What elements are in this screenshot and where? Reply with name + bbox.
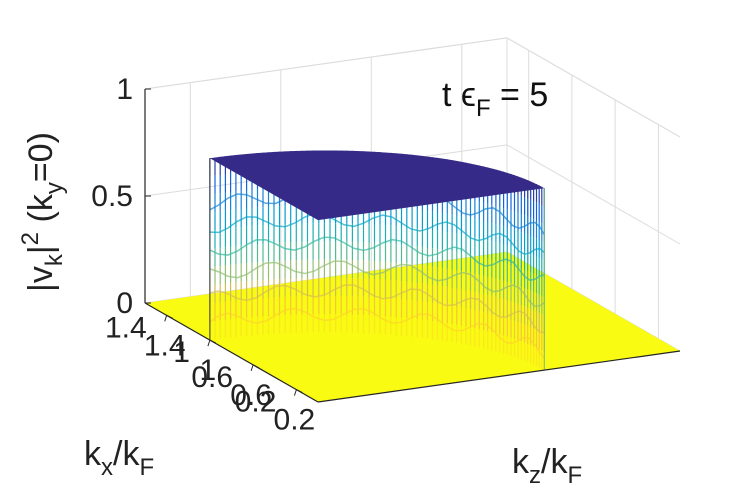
wall-ring [209, 284, 545, 334]
x-axis-label: kx/kF [84, 435, 154, 481]
x-tick-mark [252, 364, 260, 369]
y-tick-label: 1.4 [144, 329, 186, 362]
y-tick-mark [207, 339, 211, 347]
x-tick-label: 0.6 [191, 361, 233, 394]
axes [144, 88, 681, 403]
y-tick-mark [250, 364, 254, 372]
grid-line [506, 37, 681, 138]
tick-labels: 0.20.611.40.20.611.400.51 [91, 73, 315, 437]
grid-line [144, 37, 508, 90]
wall-ring [209, 307, 545, 359]
surface-top [209, 150, 545, 371]
wall-ring [209, 236, 545, 282]
z-tick-label: 1 [116, 73, 133, 106]
z-tick-label: 0.5 [91, 180, 133, 213]
grid-line [506, 144, 681, 245]
y-tick-mark [164, 315, 168, 322]
z-axis-label: |vk|2 (ky=0) [17, 132, 68, 292]
y-tick-label: 0.6 [230, 379, 272, 412]
plateau-top [209, 150, 545, 221]
wall-ring [209, 260, 545, 308]
y-tick-label: 1 [200, 354, 217, 387]
x-tick-label: 0.2 [235, 386, 277, 419]
x-tick-mark [209, 339, 217, 344]
y-axis-label: kz/kF [512, 443, 582, 489]
y-axis-line [317, 350, 681, 403]
annotation: t ϵF = 5 [442, 76, 548, 122]
x-tick-label: 1 [173, 336, 190, 369]
z-tick-label: 0 [116, 287, 133, 320]
x-tick-label: 1.4 [105, 311, 147, 344]
x-tick-mark [296, 389, 303, 394]
y-tick-mark [293, 389, 297, 396]
x-tick-mark [166, 314, 173, 319]
wall-ring [209, 212, 545, 256]
x-axis-line [144, 302, 319, 403]
y-tick-label: 0.2 [274, 404, 316, 437]
